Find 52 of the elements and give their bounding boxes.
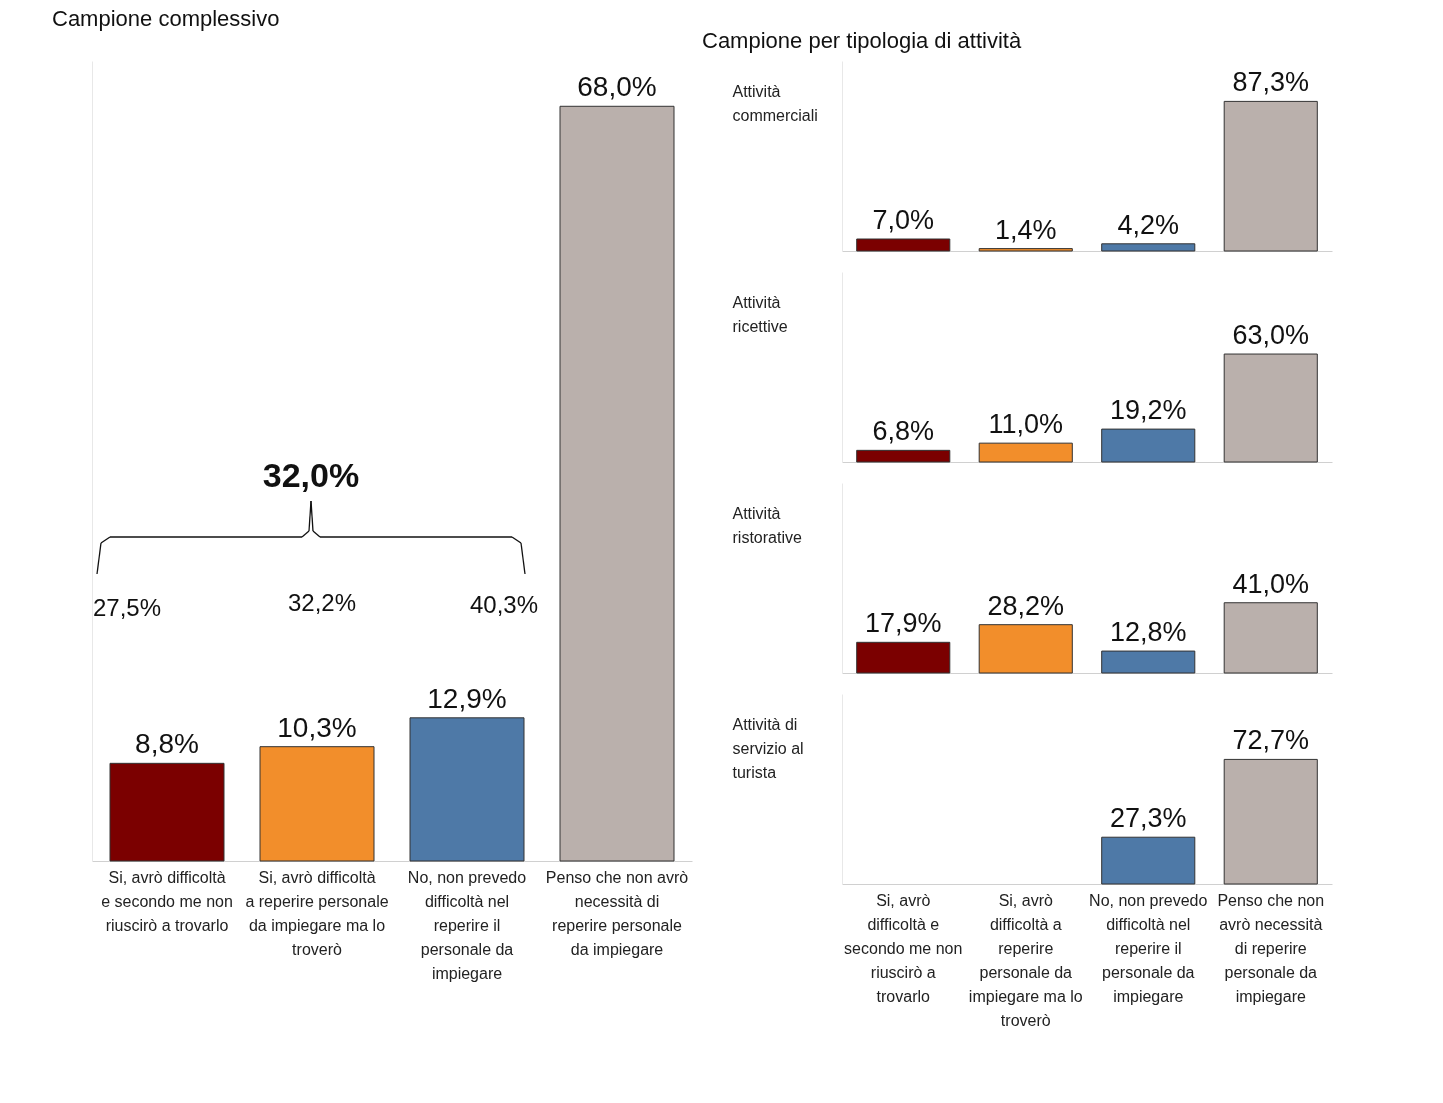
data-label: 27,3% — [1109, 803, 1187, 834]
bar — [1101, 243, 1196, 252]
x-tick-label: Penso che non avrò necessità di reperire personale da impiegare — [545, 868, 689, 958]
data-label: 19,2% — [1109, 395, 1187, 426]
bar — [856, 449, 951, 463]
bar — [409, 717, 525, 862]
bar — [1101, 650, 1196, 674]
data-label: 17,9% — [864, 608, 942, 639]
bar — [978, 442, 1073, 463]
x-tick-label: Si, avrò difficoltà e secondo me non riuscirò a trovarlo — [101, 868, 233, 934]
bar — [109, 762, 225, 862]
bar — [259, 746, 375, 862]
annotation: 32,0% — [262, 456, 360, 494]
data-label: 12,8% — [1109, 617, 1187, 648]
x-tick-label: No, non prevedo difficoltà nel reperire il personale da impiegare — [407, 868, 527, 982]
data-label: 87,3% — [1232, 67, 1310, 98]
bar — [1223, 602, 1318, 674]
chart-title: Campione complessivo — [52, 6, 280, 31]
data-label: 63,0% — [1232, 320, 1310, 351]
data-label: 68,0% — [577, 71, 657, 103]
data-label: 10,3% — [277, 711, 357, 743]
annotation: 32,2% — [287, 589, 357, 616]
bar — [978, 248, 1073, 252]
data-label: 4,2% — [1117, 209, 1180, 240]
data-label: 28,2% — [987, 590, 1065, 621]
data-label: 11,0% — [988, 409, 1064, 440]
bar — [1223, 353, 1318, 463]
bar — [978, 624, 1073, 674]
bar — [1223, 100, 1318, 252]
data-label: 72,7% — [1232, 725, 1310, 756]
x-tick-label: Penso che non avrò necessità di reperire personale da impiegare — [1217, 891, 1325, 1005]
annotation: 27,5% — [92, 594, 162, 621]
data-label: 41,0% — [1232, 568, 1310, 599]
y-axis-title: Attività ricettive — [732, 293, 788, 335]
y-axis-title: Attività commerciali — [732, 82, 818, 124]
bar — [856, 641, 951, 674]
x-tick-label: Si, avrò difficoltà a reperire personale da impiegare ma lo troverò — [968, 891, 1083, 1029]
data-label: 1,4% — [994, 214, 1057, 245]
data-label: 7,0% — [872, 205, 935, 235]
y-axis-title: Attività ristorative — [732, 504, 802, 546]
chart-title: Campione per tipologia di attività — [702, 28, 1022, 53]
annotation: 40,3% — [469, 591, 539, 618]
y-axis-title: Attività di servizio al turista — [732, 715, 804, 781]
bar — [559, 105, 675, 862]
x-tick-label: No, non prevedo difficoltà nel reperire il personale da impiegare — [1089, 891, 1208, 1005]
data-label: 8,8% — [135, 728, 199, 760]
bar — [1101, 428, 1196, 463]
data-label: 12,9% — [427, 682, 507, 714]
bar — [856, 238, 951, 252]
x-tick-label: Si, avrò difficoltà a reperire personale da impiegare ma lo troverò — [245, 868, 389, 958]
x-tick-label: Si, avrò difficoltà e secondo me non riuscirò a trovarlo — [844, 891, 963, 1005]
data-label: 6,8% — [872, 416, 935, 447]
